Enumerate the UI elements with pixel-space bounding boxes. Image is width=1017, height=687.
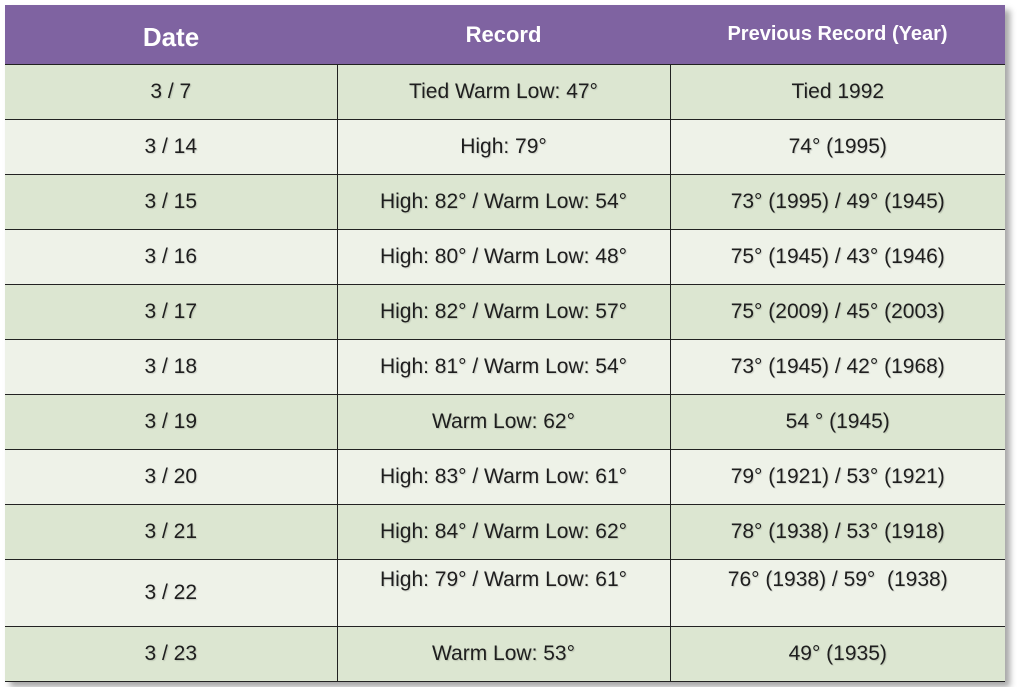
- table-row: 3 / 15 High: 82° / Warm Low: 54° 73° (1995…: [5, 174, 1005, 230]
- table-cell: High: 79° / Warm Low: 61°: [336, 559, 671, 627]
- table-cell: Tied Warm Low: 47°: [336, 64, 671, 120]
- table-cell: 3 / 18: [5, 339, 338, 395]
- table-cell: High: 83° / Warm Low: 61°: [336, 449, 671, 505]
- table-cell: 3 / 7: [5, 64, 338, 120]
- table-cell: 54 ° (1945): [669, 394, 1005, 450]
- table-cell: High: 82° / Warm Low: 57°: [336, 284, 671, 340]
- table-cell: Warm Low: 62°: [336, 394, 671, 450]
- table-cell: High: 81° / Warm Low: 54°: [336, 339, 671, 395]
- table-cell: High: 82° / Warm Low: 54°: [336, 174, 671, 230]
- table-row: 3 / 21 High: 84° / Warm Low: 62° 78° (1938…: [5, 504, 1005, 560]
- table-cell: 73° (1995) / 49° (1945): [669, 174, 1005, 230]
- header-row: Date Record Previous Record (Year): [5, 5, 1005, 65]
- table-cell: 49° (1935): [669, 626, 1005, 682]
- table-row: 3 / 18 High: 81° / Warm Low: 54° 73° (1945…: [5, 339, 1005, 395]
- table-cell: 79° (1921) / 53° (1921): [669, 449, 1005, 505]
- table-cell: 78° (1938) / 53° (1918): [669, 504, 1005, 560]
- table-cell: 3 / 22: [5, 559, 338, 627]
- table-cell: 3 / 19: [5, 394, 338, 450]
- table-cell: Warm Low: 53°: [336, 626, 671, 682]
- table-row: 3 / 20 High: 83° / Warm Low: 61° 79° (1921…: [5, 449, 1005, 505]
- table-cell: 73° (1945) / 42° (1968): [669, 339, 1005, 395]
- table-cell: High: 80° / Warm Low: 48°: [336, 229, 671, 285]
- table-cell: 3 / 21: [5, 504, 338, 560]
- table-cell: Tied 1992: [669, 64, 1005, 120]
- table-cell: 74° (1995): [669, 119, 1005, 175]
- table-body: 3 / 7 Tied Warm Low: 47° Tied 1992 3 / 14 Hi…: [5, 64, 1005, 682]
- table-cell: 3 / 16: [5, 229, 338, 285]
- table-row: 3 / 7 Tied Warm Low: 47° Tied 1992: [5, 64, 1005, 120]
- table-cell: 75° (1945) / 43° (1946): [669, 229, 1005, 285]
- table-cell: 3 / 23: [5, 626, 338, 682]
- header-cell: Previous Record (Year): [670, 5, 1005, 65]
- table-cell: 3 / 20: [5, 449, 338, 505]
- table-cell: 3 / 14: [5, 119, 338, 175]
- table-container: Date Record Previous Record (Year) 3 / 7 Ti…: [5, 5, 1005, 682]
- header-cell: Record: [337, 5, 670, 65]
- table-cell: 76° (1938) / 59° (1938): [669, 559, 1005, 627]
- table-row: 3 / 22 High: 79° / Warm Low: 61° 76° (1938…: [5, 559, 1005, 627]
- table-row: 3 / 16 High: 80° / Warm Low: 48° 75° (1945…: [5, 229, 1005, 285]
- table-cell: High: 84° / Warm Low: 62°: [336, 504, 671, 560]
- table-cell: 75° (2009) / 45° (2003): [669, 284, 1005, 340]
- table-cell: High: 79°: [336, 119, 671, 175]
- table-cell: 3 / 15: [5, 174, 338, 230]
- table-row: 3 / 17 High: 82° / Warm Low: 57° 75° (2009…: [5, 284, 1005, 340]
- records-table: Date Record Previous Record (Year) 3 / 7 Ti…: [5, 5, 1005, 682]
- table-cell: 3 / 17: [5, 284, 338, 340]
- header-cell: Date: [5, 5, 337, 65]
- table-row: 3 / 19 Warm Low: 62° 54 ° (1945): [5, 394, 1005, 450]
- table-row: 3 / 14 High: 79° 74° (1995): [5, 119, 1005, 175]
- table-row: 3 / 23 Warm Low: 53° 49° (1935): [5, 626, 1005, 682]
